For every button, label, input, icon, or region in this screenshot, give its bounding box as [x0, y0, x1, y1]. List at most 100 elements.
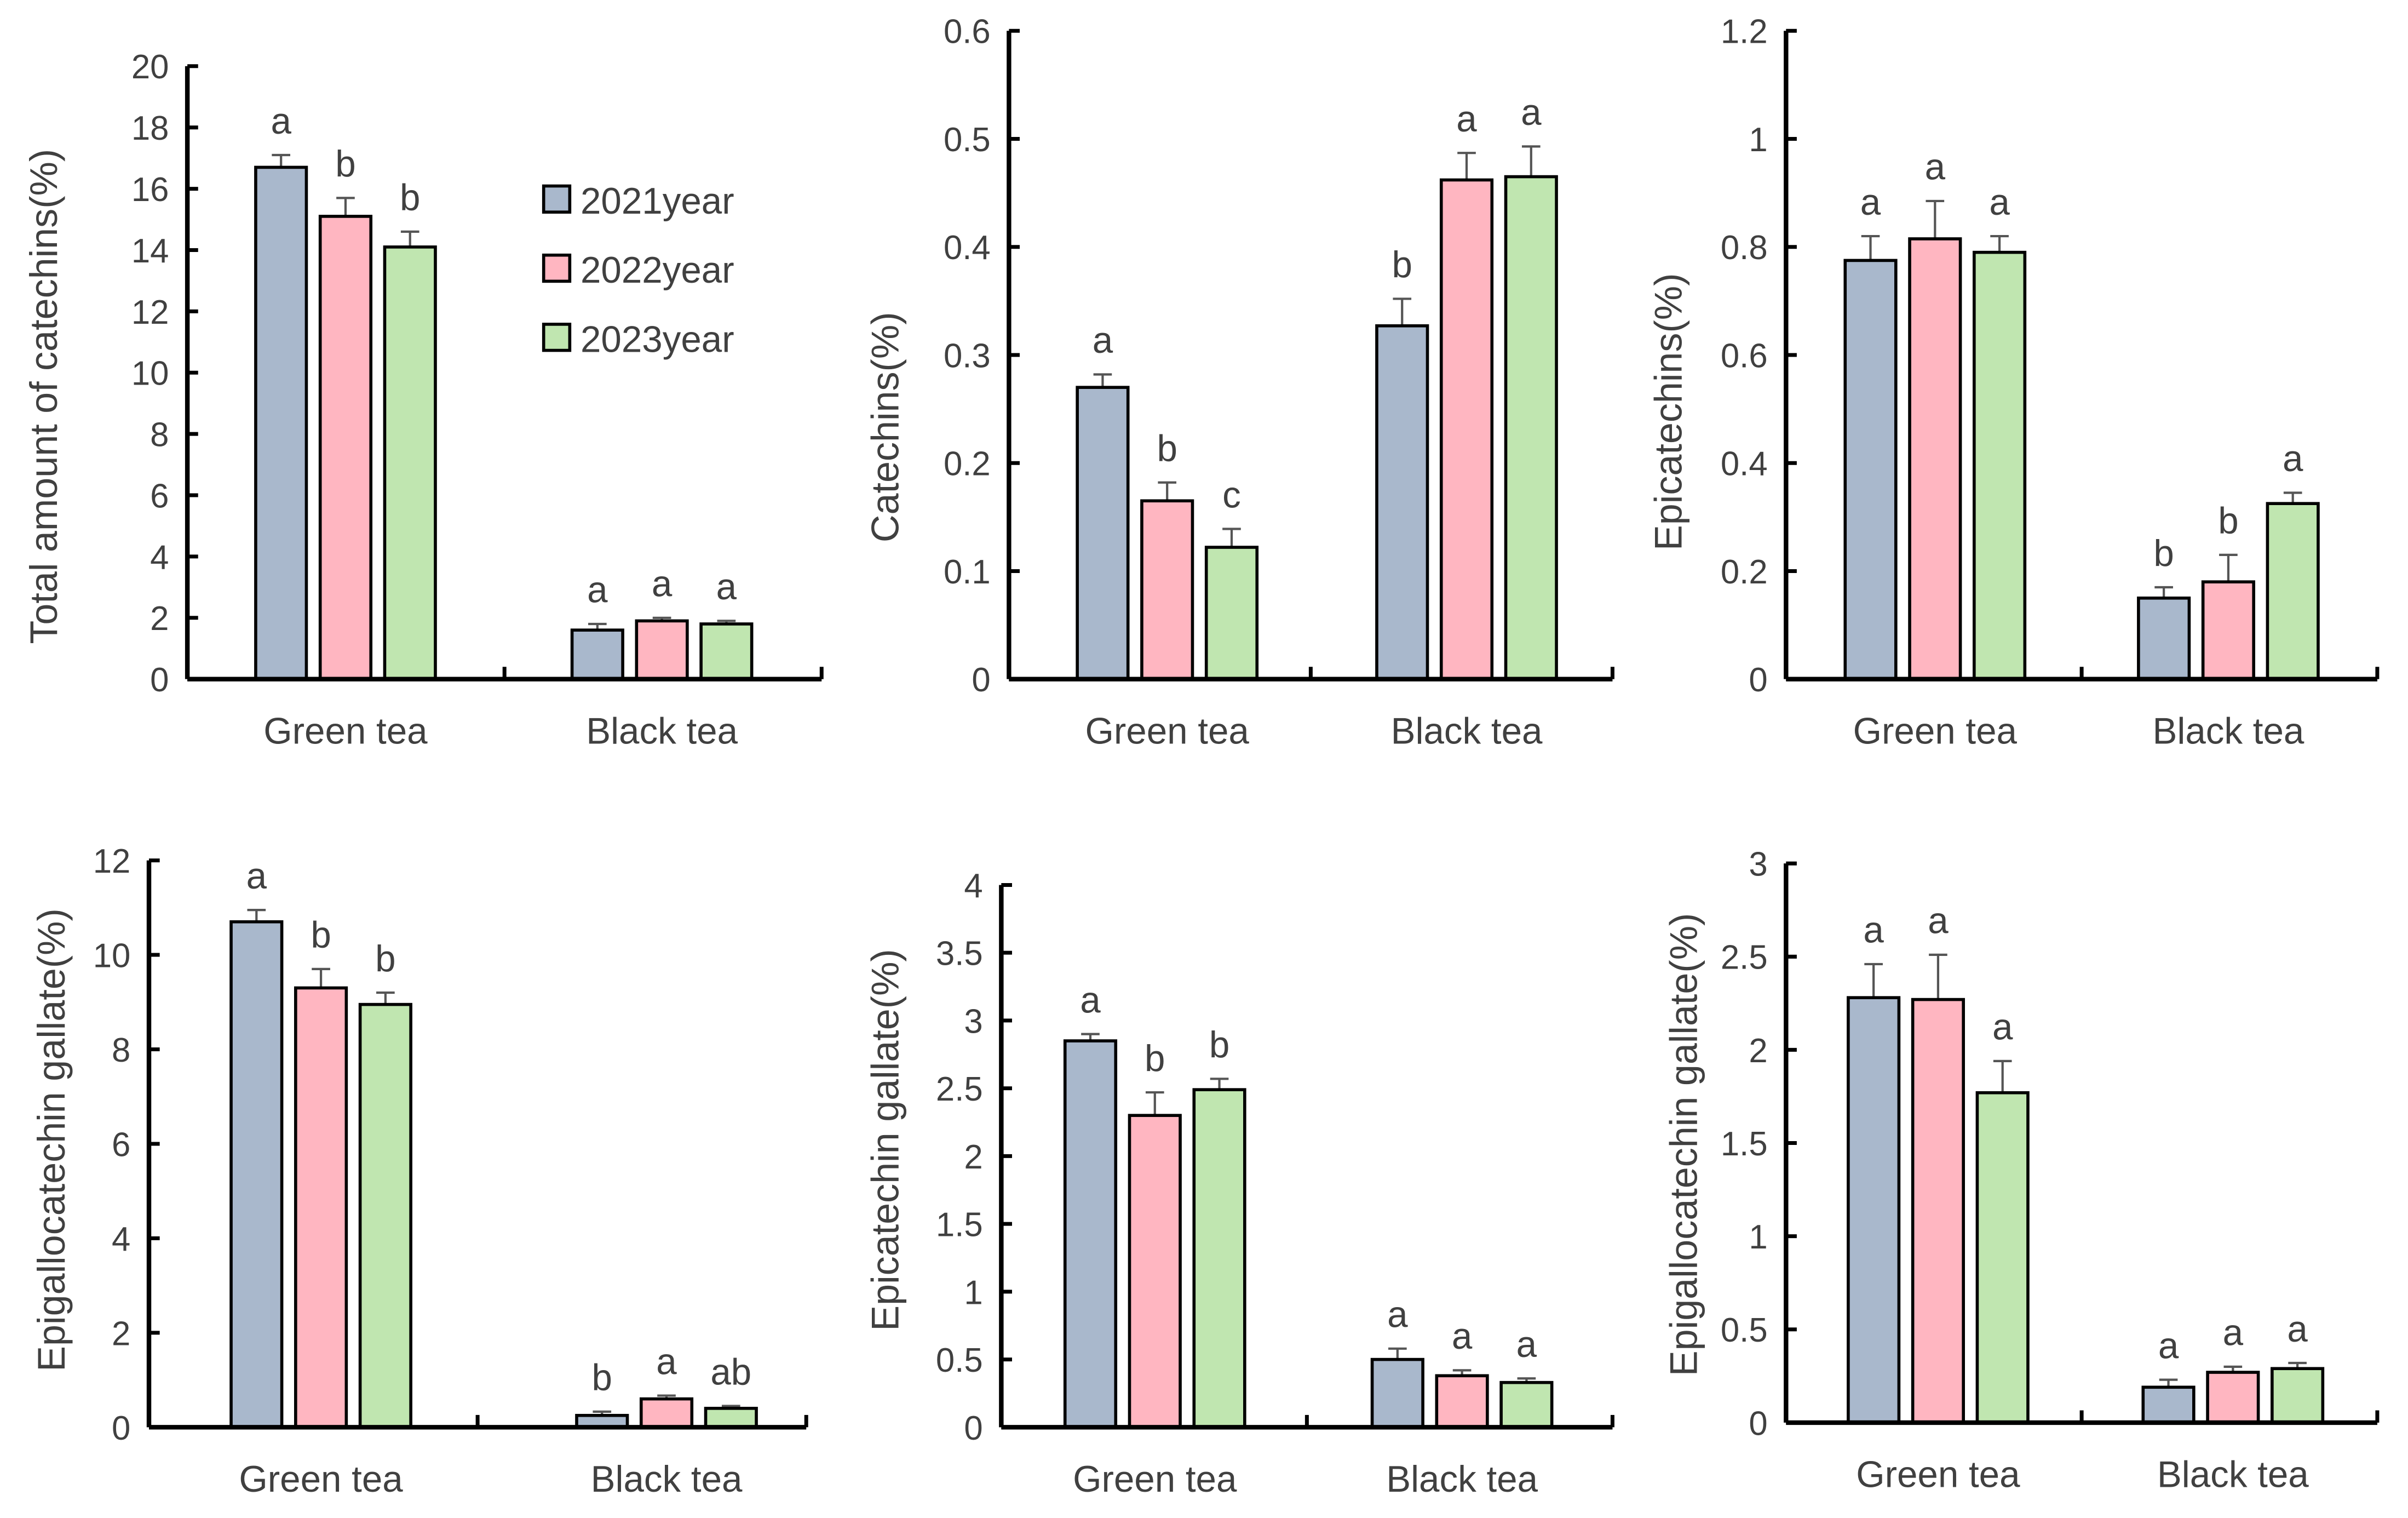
y-tick-label: 0.4	[944, 229, 991, 267]
y-tick-label: 6	[150, 477, 169, 515]
y-tick-label: 16	[131, 171, 169, 209]
chart-panel-6: Epigallocatechin gallate(%) 0 0.5 1 1.5 2 2.5 3…	[1663, 846, 2380, 1496]
bar-2022year-green-tea	[1911, 998, 1965, 1424]
y-tick-label: 6	[112, 1126, 130, 1164]
bar-2022year-black-tea	[635, 619, 689, 681]
legend-label: 2023year	[581, 319, 734, 360]
y-tick-label: 0.6	[944, 13, 991, 51]
legend-swatch-2021year	[542, 184, 572, 214]
y-tick-label: 1	[964, 1274, 982, 1311]
y-tick-label: 3	[1749, 846, 1767, 884]
y-tick-label: 0.5	[1721, 1311, 1768, 1349]
y-tick-label: 0	[1749, 661, 1767, 699]
y-tick-label: 2	[964, 1138, 982, 1176]
significance-letter: a	[1080, 979, 1101, 1021]
y-tick-label: 1	[1749, 1218, 1767, 1256]
bar-2021year-green-tea	[254, 165, 308, 681]
bar-2023year-black-tea	[699, 622, 754, 681]
bar-2023year-black-tea	[1504, 175, 1558, 681]
y-tick-label: 10	[131, 355, 169, 393]
significance-letter: a	[1925, 147, 1946, 188]
bar-2023year-green-tea	[1973, 250, 2027, 681]
y-tick-label: 1.5	[1721, 1125, 1768, 1163]
y-tick-label: 0.4	[1721, 445, 1768, 483]
significance-letter: b	[1392, 244, 1412, 285]
significance-letter: a	[1516, 1324, 1537, 1365]
y-tick-label: 20	[131, 48, 169, 86]
bar-2021year-green-tea	[1076, 386, 1130, 681]
x-tick-label: Green tea	[1856, 1454, 2020, 1496]
y-tick-label: 0.5	[944, 121, 991, 159]
significance-letter: b	[1209, 1024, 1229, 1066]
y-tick-label: 0	[964, 1410, 982, 1447]
bar-2022year-black-tea	[1439, 178, 1494, 681]
y-tick-label: 2	[1749, 1032, 1767, 1070]
significance-letter: a	[2287, 1309, 2308, 1350]
significance-letter: a	[1521, 92, 1542, 133]
significance-letter: a	[1860, 182, 1881, 223]
x-tick-label: Black tea	[586, 711, 738, 752]
x-tick-label: Green tea	[1073, 1459, 1237, 1500]
x-tick-label: Green tea	[239, 1459, 403, 1500]
significance-letter: a	[652, 564, 673, 605]
x-tick-label: Green tea	[1853, 711, 2018, 752]
significance-letter: a	[1456, 99, 1477, 140]
y-axis-label: Epicatechins(%)	[1647, 273, 1690, 551]
bar-2022year-black-tea	[1435, 1374, 1489, 1429]
significance-letter: a	[587, 570, 608, 611]
significance-letter: a	[1093, 320, 1113, 361]
bar-2022year-green-tea	[1908, 237, 1962, 681]
significance-letter: a	[246, 856, 267, 897]
bar-2023year-green-tea	[1192, 1088, 1246, 1429]
legend: 2021year 2022year 2023year	[542, 181, 734, 360]
y-axis-label: Catechins(%)	[864, 312, 906, 542]
chart-panel-5: Epicatechin gallate(%) 0 0.5 1 1.5 2 2.5 3 3.5 4 a…	[864, 867, 1614, 1500]
bar-2022year-black-tea	[2206, 1371, 2260, 1424]
x-tick-label: Black tea	[1386, 1459, 1538, 1500]
significance-letter: b	[1157, 428, 1177, 469]
y-tick-label: 0	[1749, 1405, 1767, 1442]
y-tick-label: 1.5	[936, 1206, 983, 1244]
x-tick-label: Black tea	[2157, 1454, 2309, 1496]
significance-letter: a	[1452, 1316, 1473, 1357]
y-tick-label: 4	[150, 539, 169, 576]
bar-2022year-green-tea	[318, 215, 373, 681]
y-tick-label: 0.3	[944, 337, 991, 375]
bar-2021year-green-tea	[1843, 259, 1898, 681]
significance-letter: a	[1387, 1294, 1408, 1336]
bar-2021year-black-tea	[2141, 1385, 2196, 1424]
legend-label: 2022year	[581, 250, 734, 291]
bar-2021year-green-tea	[1063, 1039, 1118, 1429]
significance-letter: b	[400, 177, 420, 219]
y-tick-label: 12	[93, 843, 131, 880]
y-tick-label: 4	[964, 867, 982, 905]
y-tick-label: 3.5	[936, 935, 983, 973]
y-tick-label: 2	[112, 1315, 130, 1353]
y-axis-label: Total amount of catechins(%)	[22, 149, 65, 644]
significance-letter: b	[335, 144, 355, 185]
bar-2021year-black-tea	[2137, 596, 2191, 681]
y-tick-label: 0.6	[1721, 337, 1768, 375]
y-tick-label: 14	[131, 232, 169, 270]
legend-swatch-2023year	[542, 323, 572, 352]
bar-2021year-black-tea	[1375, 324, 1429, 681]
significance-letter: c	[1222, 474, 1241, 515]
significance-letter: b	[1145, 1038, 1165, 1079]
y-tick-label: 3	[964, 1003, 982, 1040]
bar-2023year-black-tea	[2271, 1367, 2325, 1424]
significance-letter: a	[656, 1341, 677, 1382]
y-tick-label: 1.2	[1721, 13, 1768, 51]
bar-2022year-black-tea	[2201, 580, 2255, 681]
bar-2023year-black-tea	[704, 1407, 758, 1429]
significance-letter: a	[2283, 438, 2303, 479]
y-tick-label: 0	[150, 661, 169, 699]
y-tick-label: 18	[131, 110, 169, 147]
x-tick-label: Green tea	[1085, 711, 1250, 752]
y-tick-label: 4	[112, 1221, 130, 1258]
significance-letter: b	[592, 1357, 612, 1399]
y-tick-label: 8	[150, 416, 169, 454]
y-tick-label: 0.8	[1721, 229, 1768, 267]
bar-2021year-black-tea	[570, 628, 624, 681]
